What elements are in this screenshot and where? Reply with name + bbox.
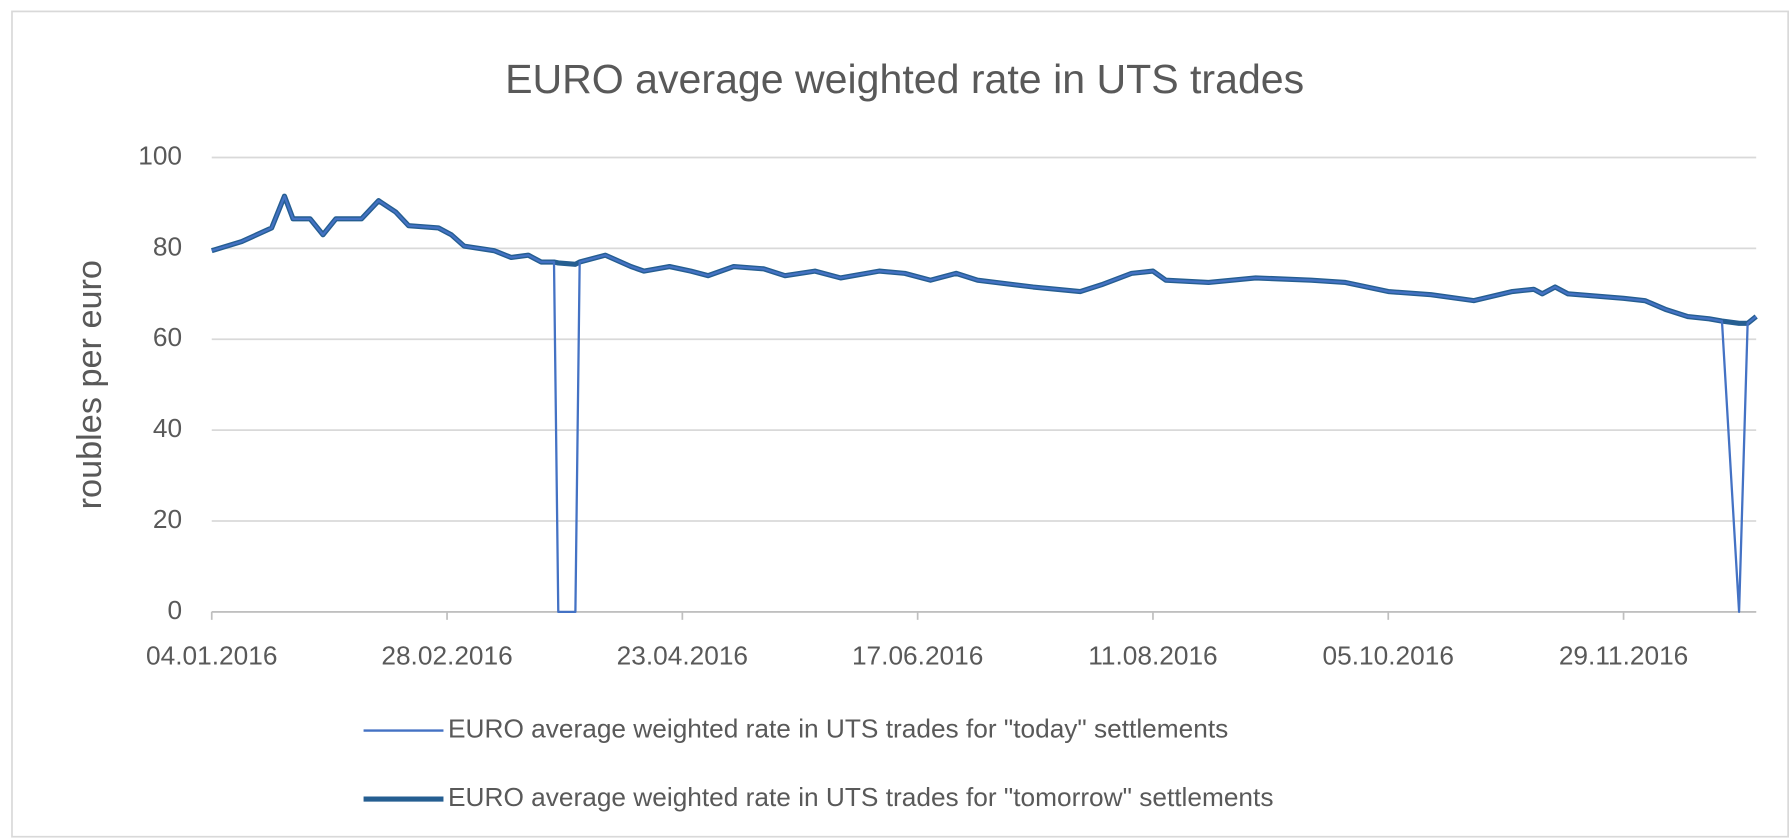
x-tick-label: 17.06.2016 [852,640,983,670]
x-tick-label: 11.08.2016 [1088,640,1217,670]
x-tick-label: 04.01.2016 [146,640,277,670]
chart-title: EURO average weighted rate in UTS trades [505,56,1304,102]
series-line [211,195,1757,613]
y-tick-label: 40 [153,413,182,443]
y-tick-label: 0 [167,595,182,625]
chart-frame [11,10,1790,838]
legend-label: EURO average weighted rate in UTS trades… [448,782,1273,812]
x-tick-label: 28.02.2016 [381,640,512,670]
y-tick-label: 20 [153,504,182,534]
legend-label: EURO average weighted rate in UTS trades… [448,713,1228,743]
y-tick-label: 80 [153,231,182,261]
x-tick-label: 23.04.2016 [617,640,748,670]
x-tick-label: 29.11.2016 [1559,640,1688,670]
x-tick-label: 05.10.2016 [1323,640,1454,670]
y-tick-label: 60 [153,322,182,352]
y-axis-label: roubles per euro [71,260,109,509]
y-tick-label: 100 [138,140,182,170]
